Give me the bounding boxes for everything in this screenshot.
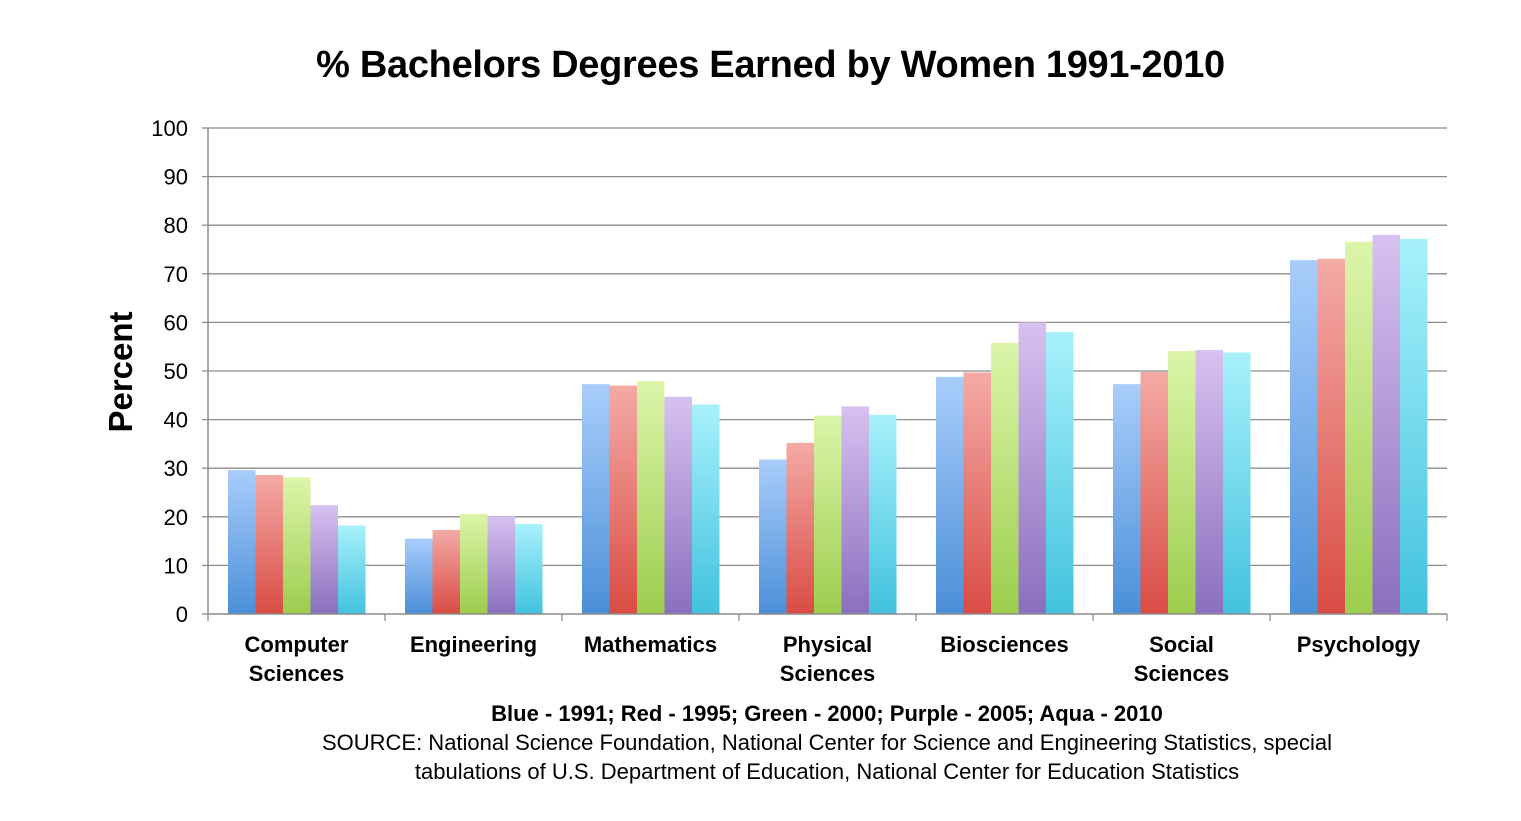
- y-tick-label: 40: [164, 408, 188, 433]
- bar: [814, 415, 842, 614]
- bar: [582, 384, 610, 614]
- bar: [1018, 322, 1046, 614]
- bar: [991, 342, 1019, 614]
- bar: [1046, 332, 1074, 614]
- x-tick-label: Social Sciences: [1134, 632, 1229, 686]
- source-line-2: tabulations of U.S. Department of Educat…: [414, 759, 1240, 784]
- bar: [1140, 371, 1168, 614]
- x-tick-label: Physical Sciences: [780, 632, 875, 686]
- y-tick-label: 80: [164, 213, 188, 238]
- y-tick-label: 50: [164, 359, 188, 384]
- y-tick-label: 10: [164, 553, 188, 578]
- y-tick-label: 70: [164, 262, 188, 287]
- y-tick-label: 100: [151, 116, 188, 141]
- bar: [228, 470, 256, 614]
- bar: [487, 516, 515, 614]
- bar: [1345, 241, 1373, 614]
- bar: [405, 538, 433, 614]
- bar: [869, 414, 897, 614]
- bar: [609, 385, 637, 614]
- x-tick-label: Psychology: [1297, 632, 1421, 657]
- bar: [1317, 258, 1345, 614]
- bar: [1400, 238, 1428, 615]
- chart-title: % Bachelors Degrees Earned by Women 1991…: [316, 44, 1225, 86]
- y-axis-label: Percent: [102, 311, 139, 432]
- bar: [283, 477, 311, 614]
- y-tick-label: 30: [164, 456, 188, 481]
- bar: [1290, 260, 1318, 614]
- bar: [692, 404, 720, 614]
- bar: [338, 525, 366, 614]
- y-tick-labels: 0 10 20 30 40 50 60 70 80 90 100: [151, 116, 188, 627]
- y-tick-label: 0: [176, 602, 188, 627]
- bar: [1195, 350, 1223, 614]
- x-tick-label: Mathematics: [584, 632, 717, 657]
- bar: [936, 376, 964, 614]
- bar: [310, 505, 338, 614]
- source-line-1: SOURCE: National Science Foundation, Nat…: [321, 730, 1333, 755]
- y-tick-label: 90: [164, 165, 188, 190]
- y-tick-label: 60: [164, 310, 188, 335]
- x-tick-labels: Computer Sciences Engineering Mathematics Ph…: [245, 632, 1421, 686]
- bar: [460, 513, 488, 614]
- legend-note: Blue - 1991; Red - 1995; Green - 2000; P…: [491, 701, 1163, 726]
- bar: [759, 459, 787, 614]
- bar: [432, 529, 460, 614]
- bar: [637, 381, 665, 614]
- bar: [1113, 384, 1141, 614]
- bar: [786, 442, 814, 614]
- bar: [664, 396, 692, 614]
- bar: [1168, 351, 1196, 614]
- x-tick-label: Engineering: [410, 632, 537, 657]
- axes: [202, 127, 1448, 621]
- bar: [963, 372, 991, 614]
- bar: [1372, 234, 1400, 615]
- y-tick-label: 20: [164, 505, 188, 530]
- bar: [1223, 352, 1251, 614]
- bar: [255, 475, 283, 614]
- x-tick-label: Biosciences: [940, 632, 1068, 657]
- bar: [841, 406, 869, 614]
- bars: [228, 234, 1428, 615]
- x-tick-label: Computer Sciences: [245, 632, 349, 686]
- bar: [515, 524, 543, 614]
